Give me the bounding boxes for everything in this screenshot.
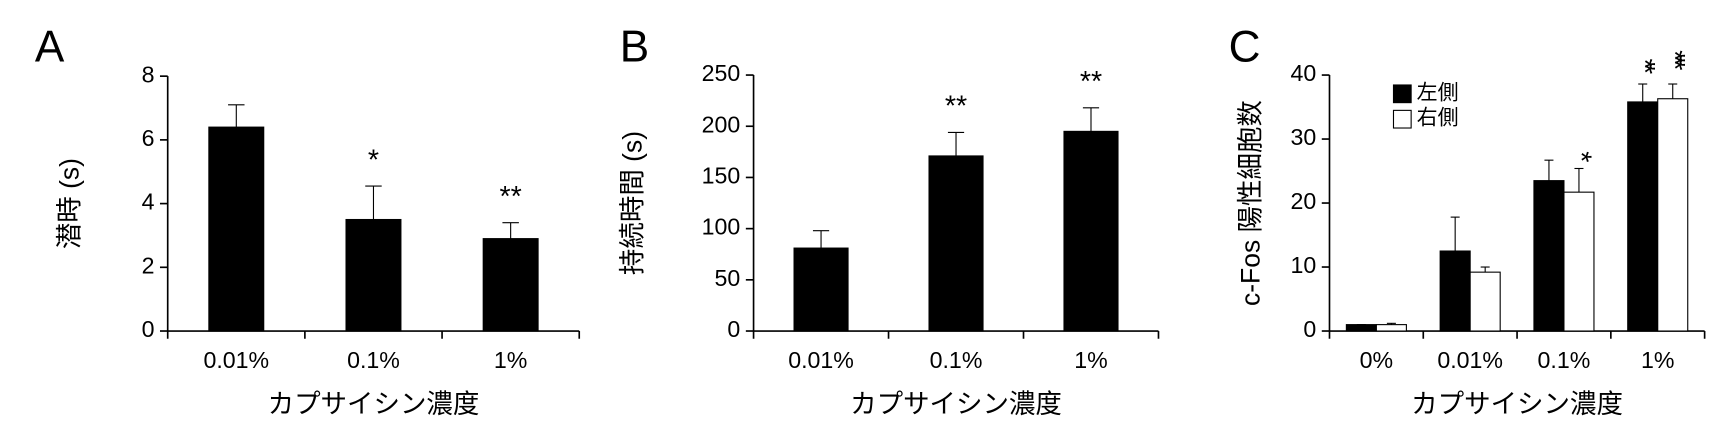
bar: [928, 155, 984, 332]
significance: *: [368, 144, 379, 176]
x-tick-label: 0%: [1360, 347, 1393, 373]
bar: [1657, 98, 1689, 332]
y-axis-label: 持続時間 (s): [617, 131, 647, 275]
bar: [345, 218, 402, 332]
legend-swatch: [1392, 109, 1412, 129]
panel-label: B: [620, 22, 649, 71]
bar: [1563, 191, 1595, 332]
significance: **: [499, 181, 521, 213]
significance: ***: [1658, 50, 1690, 70]
y-tick-label: 250: [702, 60, 741, 86]
legend-label: 左側: [1417, 81, 1459, 104]
y-tick-label: 30: [1290, 124, 1316, 150]
x-tick-label: 0.1%: [1538, 347, 1591, 373]
significance: **: [1628, 59, 1660, 75]
bar: [208, 126, 265, 332]
y-tick-label: 100: [702, 214, 741, 240]
x-axis-label: カプサイシン濃度: [268, 389, 480, 419]
y-axis-label: c-Fos 陽性細胞数: [1235, 100, 1265, 306]
bar: [1345, 324, 1377, 332]
y-tick-label: 2: [142, 252, 155, 278]
x-axis-label: カプサイシン濃度: [850, 389, 1062, 419]
x-tick-label: 0.1%: [930, 347, 983, 373]
panel-label: C: [1229, 22, 1261, 71]
x-tick-label: 1%: [1641, 347, 1674, 373]
x-tick-label: 0.01%: [788, 347, 854, 373]
y-tick-label: 200: [702, 111, 741, 137]
x-tick-label: 0.01%: [203, 347, 269, 373]
x-tick-label: 0.01%: [1437, 347, 1503, 373]
bar: [1375, 324, 1407, 332]
significance: *: [1564, 151, 1596, 162]
bar: [482, 238, 539, 332]
y-tick-label: 0: [142, 316, 155, 342]
panel-label: A: [35, 22, 65, 71]
bar: [1533, 180, 1565, 332]
y-tick-label: 20: [1290, 188, 1316, 214]
bar: [1627, 101, 1659, 332]
bar: [1063, 130, 1119, 332]
y-axis-label: 潜時 (s): [55, 158, 85, 249]
x-tick-label: 1%: [494, 347, 527, 373]
x-tick-label: 1%: [1074, 347, 1107, 373]
bar: [1469, 271, 1501, 332]
y-tick-label: 40: [1290, 60, 1316, 86]
y-tick-label: 8: [142, 61, 155, 87]
legend-swatch: [1392, 84, 1412, 104]
y-tick-label: 6: [142, 125, 155, 151]
bar: [793, 247, 849, 332]
x-axis-label: カプサイシン濃度: [1411, 389, 1623, 419]
y-tick-label: 0: [727, 316, 740, 342]
y-tick-label: 4: [142, 189, 155, 215]
y-tick-label: 150: [702, 163, 741, 189]
y-tick-label: 50: [715, 265, 741, 291]
significance: **: [1080, 66, 1102, 98]
significance: **: [945, 91, 967, 123]
bar: [1439, 250, 1471, 332]
y-tick-label: 10: [1290, 252, 1316, 278]
x-tick-label: 0.1%: [347, 347, 400, 373]
legend-label: 右側: [1417, 107, 1459, 130]
y-tick-label: 0: [1303, 316, 1316, 342]
